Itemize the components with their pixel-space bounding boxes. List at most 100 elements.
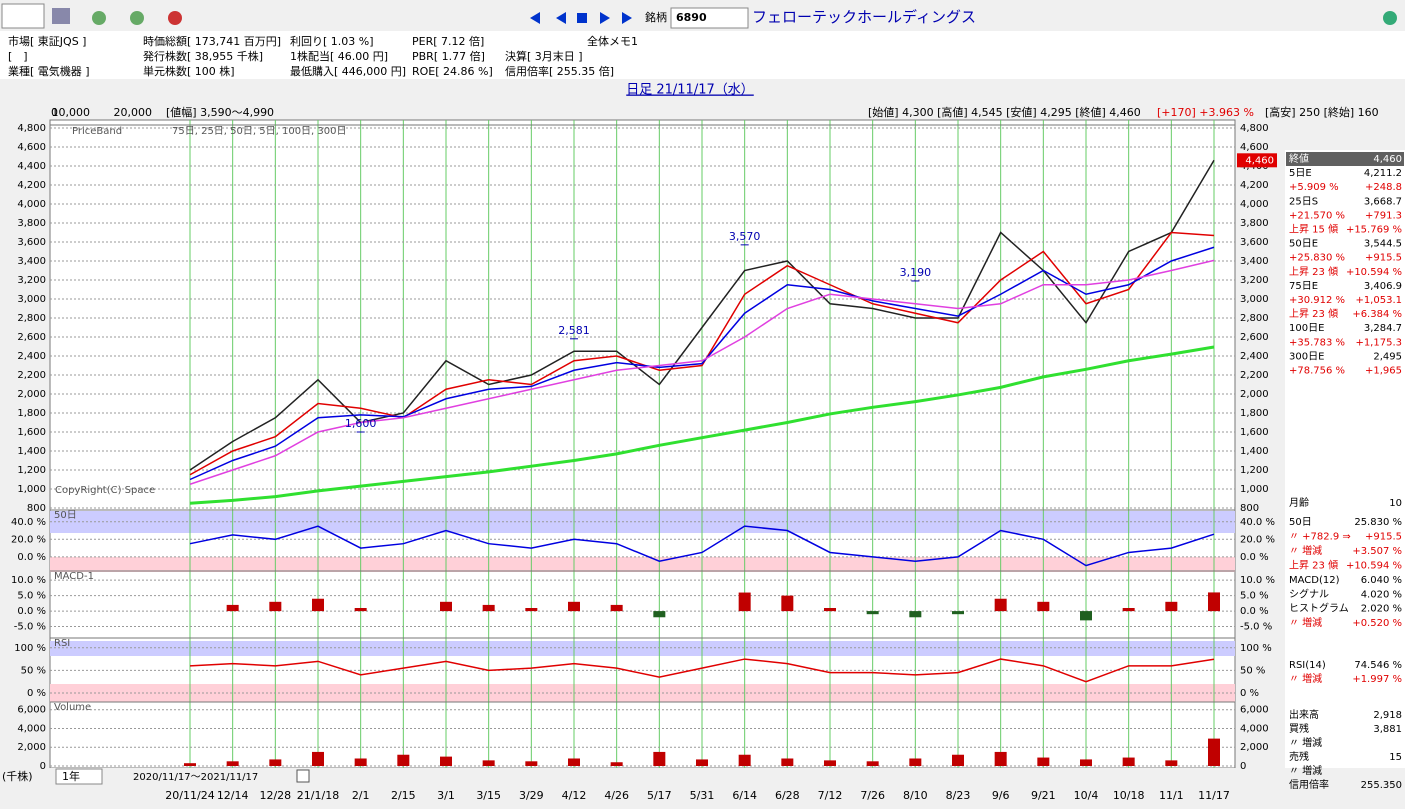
period-select[interactable] [55,768,103,785]
y-tick-label: 4,000 [17,723,46,734]
side-label: +78.756 % [1289,366,1345,377]
side-label: 上昇 23 傾 [1289,308,1338,320]
side-value: 4,211.2 [1364,168,1402,179]
nav-last[interactable] [622,12,632,24]
y-tick-label-right: -5.0 % [1240,622,1272,633]
info-item: PBR[ 1.77 倍] [412,50,485,63]
y-tick-label-right: 2,200 [1240,370,1269,381]
x-tick-label: 12/28 [259,789,291,802]
code-input[interactable] [670,7,749,29]
side-label: 25日S [1289,196,1318,207]
nav-next[interactable] [600,12,610,24]
bar [525,608,538,612]
y-tick-label: 2,400 [17,351,46,362]
band-scale-label: 10,000 [52,106,91,119]
peak-label: 3,570 [729,230,761,243]
y-tick-label-right: 6,000 [1240,705,1269,716]
company-name: フェローテックホールディングス [752,8,976,26]
close-tag-bg [1237,153,1277,168]
nav-first[interactable] [530,12,540,24]
y-tick-label: 10.0 % [11,575,46,586]
period[interactable]: 1年 [62,769,80,783]
side-value: +15.769 % [1346,225,1402,236]
bar [696,759,708,766]
x-tick-label: 10/4 [1074,789,1099,802]
bar [184,763,196,766]
y-tick-label: 2,000 [17,742,46,753]
y-tick-label-right: 1,600 [1240,427,1269,438]
bar [866,611,879,615]
y-tick-label: 50 % [21,665,46,676]
info-item: PER[ 7.12 倍] [412,35,484,48]
side-value: 255.350 [1361,780,1402,791]
y-tick-label: 2,000 [17,389,46,400]
y-tick-label: 40.0 % [11,517,46,528]
tool-icon[interactable] [52,8,70,24]
x-tick-label: 3/29 [519,789,544,802]
panel-title: Volume [54,702,91,713]
bar [397,754,410,766]
y-tick-label: 4,800 [17,123,46,134]
side-label: 出来高 [1289,708,1319,721]
y-tick-label-right: 100 % [1240,643,1272,654]
y-tick-label: 2,600 [17,332,46,343]
side-label: 売残 [1289,750,1309,763]
y-tick-label-right: 2,000 [1240,742,1269,753]
bar [1037,757,1050,766]
bar [738,592,751,612]
side-value: +1,965 [1365,366,1402,377]
bar [1122,608,1135,612]
y-tick-label: 1,400 [17,446,46,457]
y-tick-label-right: 40.0 % [1240,517,1275,528]
side-label: +30.912 % [1289,295,1345,306]
bar [1208,592,1220,612]
info-item: 発行株数[ 38,955 千株] [143,49,263,63]
y-tick-label: 3,600 [17,237,46,248]
side-value: +915.5 [1365,253,1402,264]
tool-icon[interactable] [168,11,182,25]
nav-stop[interactable] [577,13,587,23]
y-tick-label-right: 4,800 [1240,123,1269,134]
bar [738,754,751,766]
checkbox[interactable] [296,769,310,783]
side-label: 〃 増減 [1289,672,1322,685]
bar [653,751,666,766]
info-item: 1株配当[ 46.00 円] [290,49,388,63]
tool-icon[interactable] [92,11,106,25]
info-item: 業種[ 電気機器 ] [8,64,90,78]
x-tick-label: 6/28 [775,789,800,802]
side-value: 3,406.9 [1364,281,1402,292]
y-tick-label: 2,800 [17,313,46,324]
y-tick-label-right: 4,000 [1240,723,1269,734]
y-tick-label-right: 10.0 % [1240,575,1275,586]
y-tick-label-right: 0.0 % [1240,606,1269,617]
y-tick-label-right: 3,400 [1240,256,1269,267]
band-scale-label: 0 [51,106,58,119]
y-tick-label: 5.0 % [17,591,46,602]
side-value: 15 [1389,752,1402,763]
x-tick-label: 3/1 [437,789,455,802]
panel-title: RSI [54,638,70,649]
globe-icon[interactable] [1383,11,1397,25]
bar [952,611,964,615]
side-label: 〃 増減 [1289,736,1322,749]
code-value[interactable]: 6890 [676,11,707,24]
info-item: 信用倍率[ 255.35 倍] [505,64,614,78]
info-item: 単元株数[ 100 株] [143,64,235,78]
side-label: 買残 [1289,722,1309,735]
tool-icon[interactable] [130,11,144,25]
side-value: 74.546 % [1354,660,1402,671]
y-tick-label-right: 1,000 [1240,484,1269,495]
bar [440,756,452,766]
side-label: 上昇 23 傾 [1289,266,1338,278]
x-tick-label: 9/6 [992,789,1010,802]
key-icons[interactable] [1,3,45,29]
side-value: 3,668.7 [1364,196,1402,207]
side-label: MACD(12) [1289,575,1340,586]
bar [994,598,1007,612]
nav-prev[interactable] [556,12,566,24]
x-tick-label: 8/23 [946,789,971,802]
side-value: +791.3 [1365,210,1402,221]
side-value: 10 [1389,498,1402,509]
y-tick-label-right: 4,000 [1240,199,1269,210]
